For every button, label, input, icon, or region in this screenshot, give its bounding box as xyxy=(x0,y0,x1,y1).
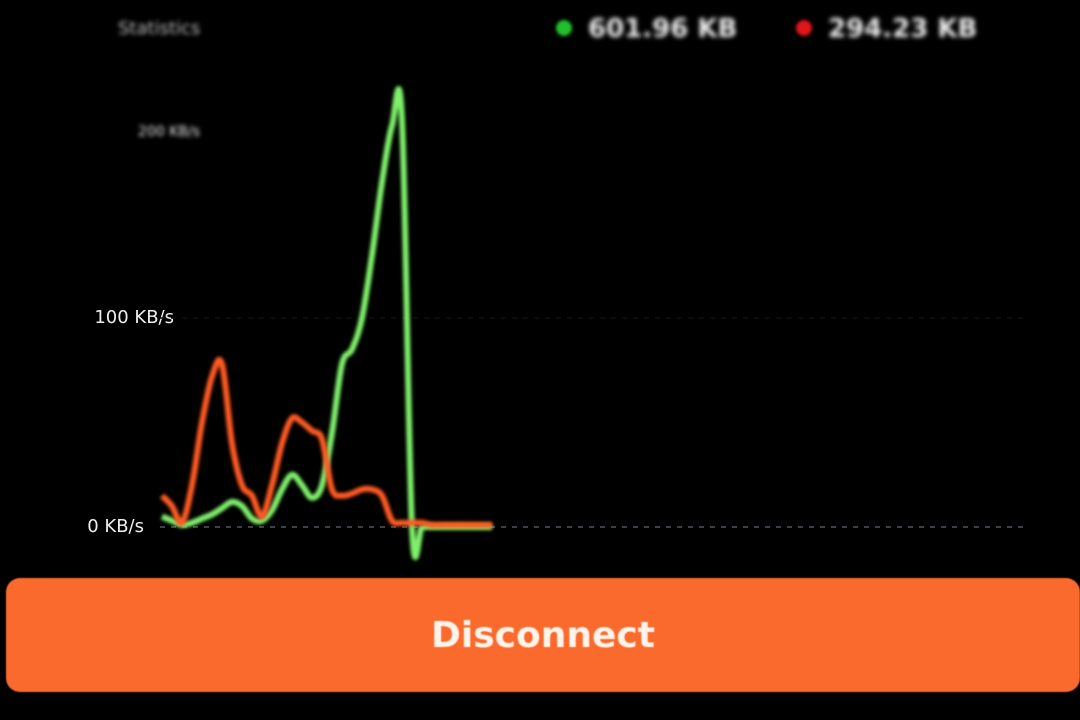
download-legend-dot xyxy=(556,20,572,36)
upload-total: 294.23 KB xyxy=(828,14,978,44)
upload-legend-dot xyxy=(796,20,812,36)
chart-title: Statistics xyxy=(118,18,201,39)
y-tick-label-0: 0 KB/s xyxy=(87,516,144,537)
y-tick-label-200: 200 KB/s xyxy=(138,124,200,140)
upload-series-line xyxy=(159,356,492,529)
disconnect-button[interactable]: Disconnect xyxy=(6,578,1080,692)
download-series-line xyxy=(160,86,492,561)
download-total: 601.96 KB xyxy=(588,14,738,44)
y-tick-label-100: 100 KB/s xyxy=(94,307,174,328)
